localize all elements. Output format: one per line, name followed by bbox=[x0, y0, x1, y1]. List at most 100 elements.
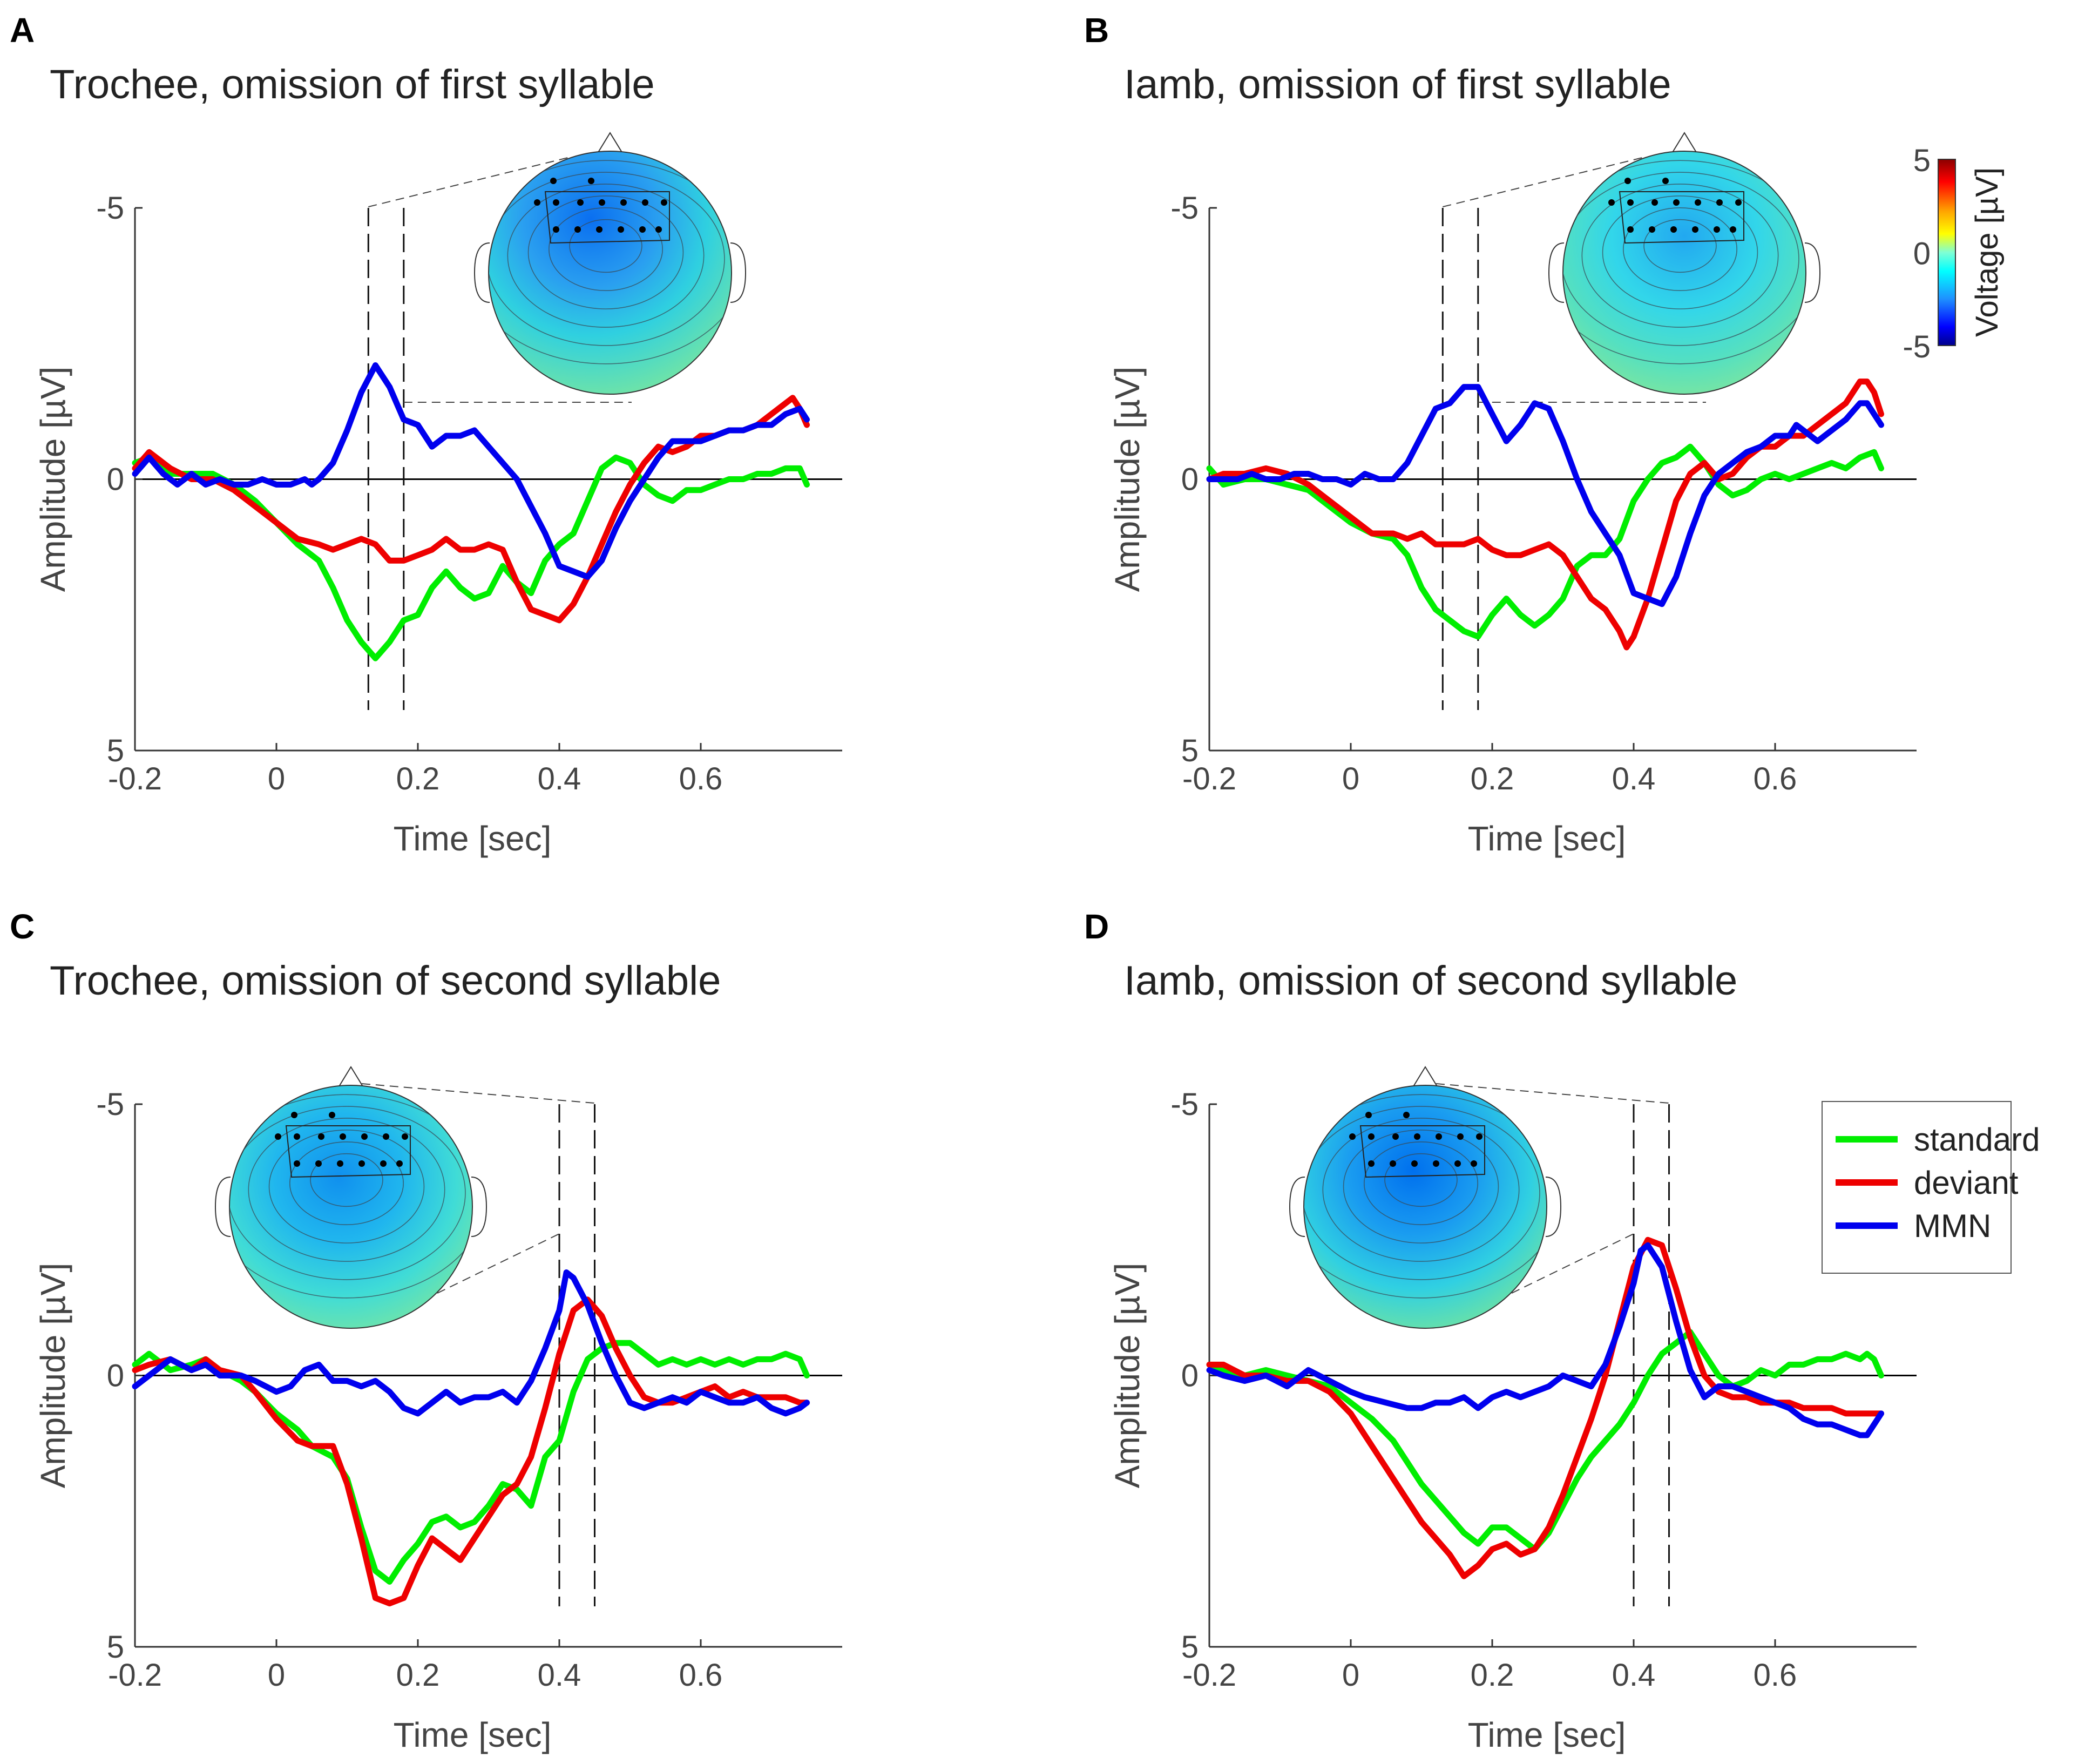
y-tick-label: -5 bbox=[96, 1087, 124, 1122]
x-tick-label: -0.2 bbox=[1182, 761, 1236, 796]
x-tick-label: 0.4 bbox=[1612, 1658, 1656, 1693]
panel-b: B Iamb, omission of first syllable -5 0 5-0.… bbox=[1084, 11, 1917, 858]
legend-label-standard: standard bbox=[1914, 1121, 2040, 1158]
electrode-dot bbox=[1670, 226, 1677, 233]
electrode-dot bbox=[534, 199, 540, 206]
x-tick-label: -0.2 bbox=[1182, 1658, 1236, 1693]
electrode-dot bbox=[1730, 226, 1736, 233]
electrode-dot bbox=[661, 199, 667, 206]
electrode-dot bbox=[1714, 226, 1720, 233]
electrode-dot bbox=[1457, 1133, 1464, 1140]
colorbar-tick-label: 5 bbox=[1913, 143, 1931, 178]
x-tick-label: 0.2 bbox=[1471, 1658, 1514, 1693]
topomap-contours bbox=[1304, 1094, 1547, 1299]
y-axis-label: Amplitude [µV] bbox=[33, 367, 72, 592]
y-tick-label: -5 bbox=[96, 191, 124, 226]
electrode-dot bbox=[318, 1133, 324, 1140]
topomap-head bbox=[488, 151, 732, 395]
series-line-standard bbox=[132, 454, 810, 661]
topomap-connector bbox=[361, 1083, 595, 1104]
topomap-ear-right bbox=[730, 242, 747, 303]
panel-title: Trochee, omission of second syllable bbox=[50, 958, 721, 1004]
electrode-dot bbox=[294, 1160, 300, 1167]
electrode-dot bbox=[596, 226, 603, 233]
electrode-dot bbox=[553, 226, 559, 233]
topomap-ear-right bbox=[471, 1177, 488, 1237]
x-tick-label: 0.4 bbox=[538, 761, 581, 796]
x-tick-label: 0.4 bbox=[538, 1658, 581, 1693]
panel-label: A bbox=[10, 11, 35, 50]
topomap-connector bbox=[368, 156, 573, 207]
topomap-contour bbox=[1563, 160, 1806, 364]
topomap-contour bbox=[489, 160, 732, 364]
electrode-dot bbox=[361, 1133, 368, 1140]
topomap-contour bbox=[569, 219, 642, 273]
series-line-mmn bbox=[132, 362, 810, 580]
colorbar-gradient bbox=[1938, 159, 1956, 346]
electrode-dot bbox=[1365, 1112, 1372, 1118]
topomap-contour bbox=[527, 195, 684, 309]
topomap-contour bbox=[1623, 207, 1737, 292]
x-tick-label: 0.4 bbox=[1612, 761, 1656, 796]
series-line-deviant bbox=[1206, 379, 1884, 651]
topomap-head bbox=[1303, 1085, 1547, 1329]
topomap-contour bbox=[1581, 184, 1779, 328]
series-line-mmn bbox=[1206, 384, 1884, 607]
topomap-contour bbox=[1304, 1106, 1540, 1280]
electrode-dot bbox=[1695, 199, 1701, 206]
panel-title: Trochee, omission of first syllable bbox=[50, 62, 655, 107]
electrode-dot bbox=[1390, 1160, 1396, 1167]
colorbar-tick-label: -5 bbox=[1903, 329, 1931, 364]
y-tick-label: 0 bbox=[1181, 462, 1199, 497]
topomap-ear-left bbox=[1289, 1177, 1305, 1237]
electrode-dot bbox=[291, 1112, 297, 1118]
panel-c: C Trochee, omission of second syllable -5 0… bbox=[10, 907, 842, 1754]
electrode-dot bbox=[396, 1160, 403, 1167]
x-tick-label: 0.6 bbox=[679, 761, 723, 796]
x-tick-label: 0.6 bbox=[1754, 761, 1797, 796]
electrode-dot bbox=[639, 226, 646, 233]
panel-title: Iamb, omission of first syllable bbox=[1124, 62, 1671, 107]
panels-layer: A Trochee, omission of first syllable -5 0 5… bbox=[10, 11, 1917, 1754]
topomap-contour bbox=[229, 1094, 472, 1299]
electrode-dot bbox=[1624, 178, 1631, 184]
topomap-contour bbox=[1364, 1141, 1478, 1226]
topomap-contour bbox=[1643, 219, 1717, 273]
electrode-dot bbox=[315, 1160, 322, 1167]
electrode-dot bbox=[599, 199, 605, 206]
series-line-deviant bbox=[1206, 1236, 1884, 1579]
electrode-dot bbox=[620, 199, 627, 206]
electrode-dot bbox=[340, 1133, 346, 1140]
y-tick-label: 5 bbox=[1181, 733, 1199, 768]
electrode-dot bbox=[329, 1112, 335, 1118]
y-tick-label: 0 bbox=[1181, 1359, 1199, 1394]
x-tick-label: -0.2 bbox=[108, 761, 162, 796]
topomap-contour bbox=[507, 184, 705, 328]
electrode-cluster-outline bbox=[1619, 191, 1744, 244]
x-tick-label: 0 bbox=[268, 1658, 285, 1693]
y-tick-label: 0 bbox=[107, 462, 124, 497]
y-tick-label: -5 bbox=[1170, 191, 1199, 226]
y-tick-label: 5 bbox=[107, 1630, 124, 1665]
topomap-nose bbox=[598, 132, 622, 153]
topomap-contour bbox=[1384, 1153, 1458, 1207]
electrode-dot bbox=[553, 199, 559, 206]
x-axis-label: Time [sec] bbox=[394, 819, 552, 858]
colorbar: 5 0 -5 Voltage [µV] bbox=[1903, 143, 2005, 364]
topomap bbox=[368, 132, 747, 403]
colorbar-label: Voltage [µV] bbox=[1969, 167, 2005, 337]
electrode-dot bbox=[1454, 1160, 1461, 1167]
electrode-dot bbox=[358, 1160, 365, 1167]
x-tick-label: 0 bbox=[268, 761, 285, 796]
electrode-cluster-outline bbox=[1359, 1125, 1485, 1178]
y-tick-label: 5 bbox=[107, 733, 124, 768]
topomap-head bbox=[229, 1085, 473, 1329]
topomap-connector bbox=[1436, 1083, 1669, 1104]
topomap-contours bbox=[489, 160, 732, 364]
electrode-dot bbox=[577, 199, 584, 206]
topomap-ear-left bbox=[214, 1177, 231, 1237]
x-tick-label: 0 bbox=[1342, 1658, 1359, 1693]
topomap-contours bbox=[229, 1094, 472, 1299]
electrode-dot bbox=[642, 199, 648, 206]
